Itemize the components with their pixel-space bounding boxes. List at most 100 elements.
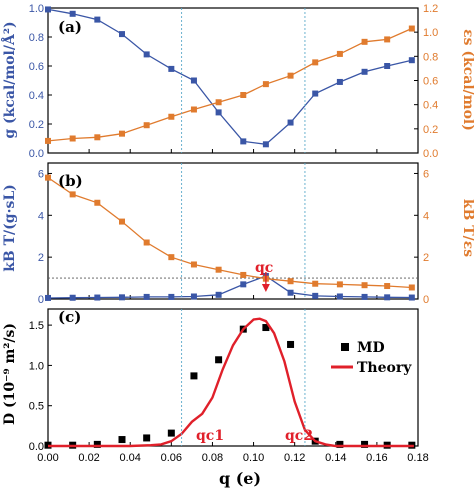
data-point-b-1 <box>287 278 294 285</box>
y-tick-label-right: 2 <box>423 252 429 264</box>
series-line-b-0 <box>47 275 412 299</box>
data-point-a-0 <box>143 51 150 58</box>
y-tick-label-left: 0.4 <box>29 90 44 102</box>
ylabel-b-right: kB T/εs <box>460 199 474 257</box>
series-line-a-1 <box>47 27 413 142</box>
data-point-a-0 <box>384 63 391 69</box>
y-tick-label-left: 0.5 <box>29 401 44 413</box>
y-tick-label-left: 1.5 <box>29 320 44 332</box>
y-tick-label-left: 1.0 <box>29 360 44 372</box>
data-point-b-1 <box>408 284 415 291</box>
data-point-a-0 <box>361 68 368 75</box>
legend: MD Theory <box>331 340 412 376</box>
y-tick-label-right: 0.8 <box>423 51 438 63</box>
legend-md-label: MD <box>357 340 385 356</box>
y-tick-label-left: 2 <box>38 252 44 264</box>
data-point-b-1 <box>215 266 222 273</box>
data-point-a-0 <box>119 31 125 38</box>
y-tick-label-right: 0.6 <box>423 76 438 88</box>
qc-arrow-head <box>261 284 270 292</box>
ylabel-a-left: g (kcal/mol/Å²) <box>0 21 18 138</box>
data-point-a-0 <box>312 90 319 97</box>
data-point-a-1 <box>262 81 269 88</box>
data-point-b-1 <box>69 191 76 198</box>
y-tick-label-right: 4 <box>423 210 429 222</box>
panel-a-label: (a) <box>58 18 82 36</box>
y-tick-label-left: 4 <box>38 210 44 222</box>
data-point-b-1 <box>168 254 175 261</box>
data-point-a-1 <box>168 113 175 120</box>
data-point-a-1 <box>361 38 368 45</box>
y-tick-label-right: 0 <box>423 294 429 306</box>
data-point-a-1 <box>240 92 247 98</box>
data-point-c-0 <box>215 356 223 364</box>
data-point-c-0 <box>143 434 151 442</box>
data-point-c-0 <box>118 436 126 444</box>
data-point-b-0 <box>215 291 222 298</box>
data-point-a-0 <box>215 109 222 116</box>
data-point-b-1 <box>143 239 150 246</box>
x-tick-label: 0.14 <box>325 452 346 464</box>
data-point-c-0 <box>262 324 270 332</box>
data-point-b-1 <box>240 271 247 278</box>
plot-frame-c <box>47 308 419 447</box>
y-tick-label-left: 0.0 <box>29 441 44 453</box>
data-point-a-0 <box>168 65 175 72</box>
series-line-c-1 <box>48 317 414 448</box>
data-point-a-0 <box>69 10 76 17</box>
data-point-a-0 <box>408 57 415 64</box>
series-line-a-0 <box>47 8 412 145</box>
data-point-b-1 <box>119 218 125 225</box>
ylabel-a-right: εs (kcal/mol) <box>460 29 474 131</box>
data-point-a-0 <box>287 119 294 126</box>
y-tick-label-left: 0.2 <box>29 119 44 131</box>
data-point-a-1 <box>119 130 125 137</box>
data-point-b-1 <box>361 282 368 289</box>
panel-c-label: (c) <box>58 308 81 326</box>
data-point-b-1 <box>190 261 197 268</box>
data-point-b-1 <box>384 283 391 290</box>
y-tick-label-right: 0.4 <box>423 100 438 112</box>
y-tick-label-right: 0.2 <box>423 124 438 136</box>
data-point-b-0 <box>119 294 125 301</box>
data-point-a-1 <box>190 106 197 113</box>
data-point-b-0 <box>45 294 51 301</box>
data-point-a-1 <box>408 25 415 32</box>
data-point-a-0 <box>336 78 343 85</box>
x-tick-label: 0.08 <box>202 452 223 464</box>
data-point-a-1 <box>143 122 150 129</box>
data-point-b-0 <box>143 293 150 300</box>
vertical-guides <box>181 8 306 446</box>
y-tick-label-left: 0.8 <box>29 32 44 44</box>
y-tick-label-left: 0.6 <box>29 61 44 73</box>
plot-frame-b <box>47 162 419 300</box>
data-point-a-1 <box>215 99 222 106</box>
data-point-a-1 <box>336 50 343 57</box>
data-point-a-1 <box>45 137 51 144</box>
data-point-b-0 <box>336 293 343 300</box>
annotation-qc2: qc2 <box>285 428 313 444</box>
data-point-b-0 <box>190 293 197 300</box>
panel-a: 0.0 0.2 0.4 0.6 0.8 1.0 0.0 0.2 0.4 0.6 0.8 1.0 1.2 <box>29 3 439 160</box>
data-point-c-0 <box>361 440 369 448</box>
data-point-a-1 <box>287 72 294 79</box>
legend-theory-label: Theory <box>357 360 412 376</box>
data-point-b-0 <box>361 293 368 300</box>
data-point-b-0 <box>408 294 415 301</box>
y-tick-label-left: 6 <box>38 168 44 180</box>
x-tick-label: 0.12 <box>284 452 305 464</box>
y-tick-label-left: 0.0 <box>29 148 44 160</box>
data-point-a-0 <box>45 6 51 13</box>
panel-b-label: (b) <box>58 172 83 190</box>
ylabel-c: D (10⁻⁹ m²/s) <box>2 323 18 425</box>
x-tick-label: 0.16 <box>366 452 387 464</box>
data-point-a-1 <box>312 59 319 66</box>
data-point-a-1 <box>94 134 101 141</box>
y-tick-label-left: 1.0 <box>29 3 44 15</box>
panel-c: 0.00 0.02 0.04 0.06 0.08 0.10 0.12 0.14 0.16 0.18… <box>29 308 429 464</box>
data-point-b-0 <box>168 293 175 300</box>
data-point-a-0 <box>94 16 101 23</box>
data-point-b-0 <box>94 294 101 301</box>
data-point-c-0 <box>93 440 101 448</box>
